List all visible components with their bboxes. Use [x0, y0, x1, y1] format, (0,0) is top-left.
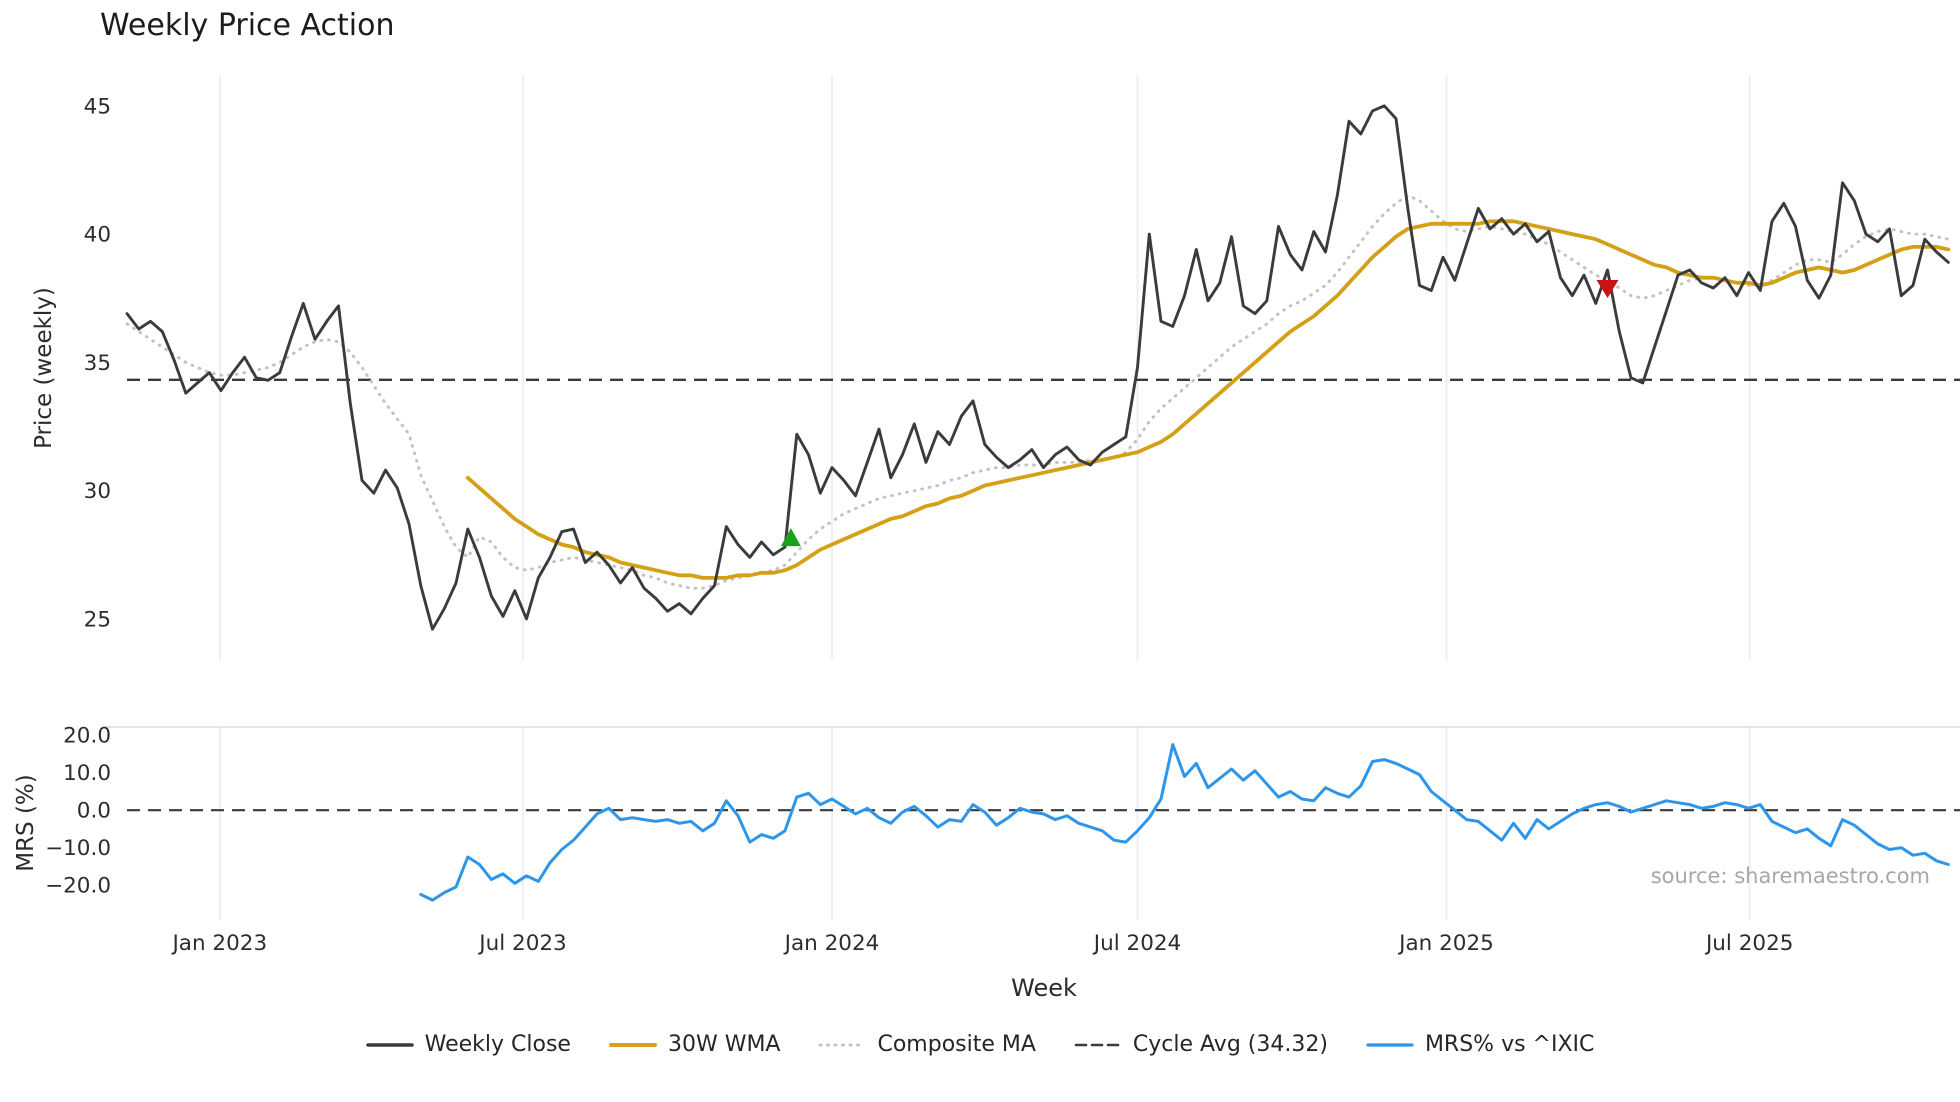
sell-signal-marker [1596, 279, 1619, 298]
legend-label: 30W WMA [667, 1032, 781, 1057]
x-axis-label: Week [1011, 974, 1077, 1002]
weekly-close-line [125, 104, 1950, 631]
legend-item-mrs-vs-ixic: MRS% vs ^IXIC [1366, 1032, 1594, 1057]
legend-line-sample [1366, 1042, 1414, 1047]
x-tick-label: Jul 2023 [477, 931, 567, 956]
price-y-tick-label: 45 [84, 94, 111, 119]
price-axis-label: Price (weekly) [31, 287, 57, 449]
source-credit: source: sharemaestro.com [1650, 864, 1930, 888]
mrs-y-tick-label: 20.0 [63, 724, 111, 749]
legend-label: Composite MA [877, 1032, 1036, 1057]
x-tick-label: Jul 2024 [1092, 931, 1182, 956]
mrs-vs-ixic-line [419, 743, 1950, 902]
legend-label: Weekly Close [424, 1032, 571, 1057]
x-tick-label: Jan 2023 [170, 931, 267, 956]
legend: Weekly Close 30W WMA Composite MA Cycle Avg… [0, 1032, 1960, 1057]
x-tick-label: Jan 2025 [1397, 931, 1494, 956]
price-y-tick-label: 35 [84, 351, 111, 376]
mrs-axis-label: MRS (%) [13, 774, 39, 872]
x-tick-label: Jul 2025 [1704, 931, 1794, 956]
price-y-tick-label: 30 [84, 479, 111, 504]
legend-line-sample [818, 1043, 866, 1046]
price-y-tick-label: 25 [84, 607, 111, 632]
chart-title: Weekly Price Action [100, 8, 395, 43]
composite-ma-line [125, 194, 1950, 590]
30w-wma-line [465, 219, 1951, 580]
buy-signal-marker [780, 528, 801, 547]
mrs-y-tick-label: 10.0 [63, 761, 111, 786]
legend-item-weekly-close: Weekly Close [365, 1032, 571, 1057]
mrs-y-tick-label: 0.0 [77, 799, 111, 824]
legend-item-cycle-avg-34-32: Cycle Avg (34.32) [1074, 1032, 1328, 1057]
mrs-y-tick-label: −20.0 [45, 874, 111, 899]
legend-label: Cycle Avg (34.32) [1132, 1032, 1328, 1057]
legend-line-sample [608, 1042, 657, 1047]
price-y-tick-label: 40 [84, 223, 111, 248]
legend-item-30w-wma: 30W WMA [608, 1032, 781, 1057]
legend-item-composite-ma: Composite MA [818, 1032, 1036, 1057]
x-tick-label: Jan 2024 [783, 931, 880, 956]
legend-label: MRS% vs ^IXIC [1424, 1032, 1595, 1057]
legend-line-sample [365, 1042, 414, 1047]
mrs-y-tick-label: −10.0 [45, 836, 111, 861]
legend-line-sample [1074, 1043, 1122, 1046]
